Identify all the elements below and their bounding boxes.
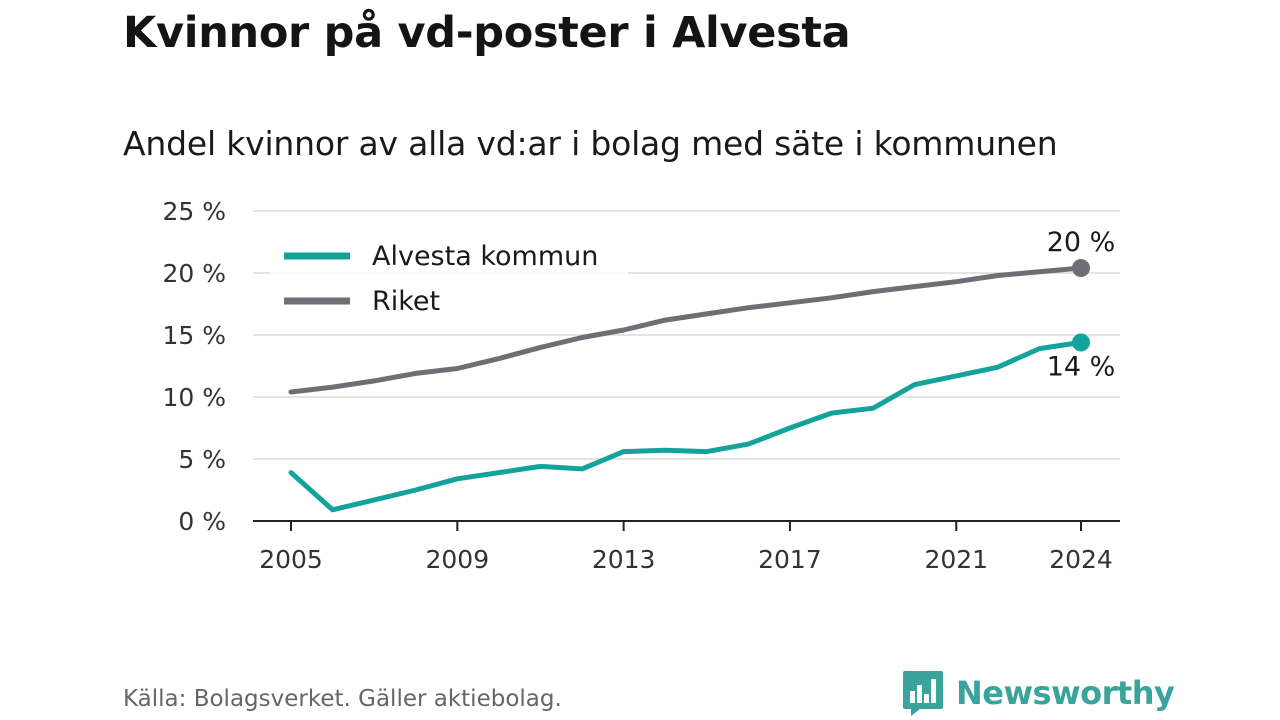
page-title: Kvinnor på vd-poster i Alvesta	[123, 8, 851, 58]
x-tick-label: 2024	[1049, 545, 1113, 574]
series-end-point	[1072, 259, 1090, 278]
y-axis-labels: 0 % 5 % 10 % 15 % 20 % 25 %	[162, 197, 226, 536]
x-tick-label: 2009	[426, 545, 490, 574]
legend-label: Riket	[372, 286, 440, 317]
legend-background	[270, 232, 628, 328]
brand-logo: Newsworthy	[902, 668, 1175, 718]
source-note: Källa: Bolagsverket. Gäller aktiebolag.	[123, 686, 562, 712]
legend: Alvesta kommun Riket	[270, 232, 628, 328]
series-end-label: 20 %	[1047, 227, 1116, 258]
series-line-alvesta	[288, 339, 1084, 513]
y-tick-label: 25 %	[162, 197, 226, 226]
series-end-label: 14 %	[1047, 351, 1116, 382]
x-tick-label: 2013	[592, 545, 656, 574]
y-tick-label: 20 %	[162, 259, 226, 288]
series-lines	[288, 259, 1090, 513]
x-axis: 2005 2009 2013 2017 2021 2024	[253, 520, 1120, 574]
end-labels: 20 % 14 %	[1047, 227, 1116, 382]
series-line-riket	[288, 265, 1084, 395]
y-tick-label: 5 %	[178, 445, 226, 474]
x-tick-label: 2017	[758, 545, 822, 574]
y-tick-label: 0 %	[178, 507, 226, 536]
brand-name: Newsworthy	[956, 674, 1175, 712]
x-tick-label: 2005	[259, 545, 323, 574]
y-tick-label: 10 %	[162, 383, 226, 412]
legend-label: Alvesta kommun	[372, 241, 598, 272]
series-end-point	[1072, 333, 1090, 352]
y-tick-label: 15 %	[162, 321, 226, 350]
x-tick-label: 2021	[924, 545, 988, 574]
chart-subtitle: Andel kvinnor av alla vd:ar i bolag med …	[123, 124, 1058, 163]
bar-chart-speech-bubble-icon	[903, 671, 943, 716]
